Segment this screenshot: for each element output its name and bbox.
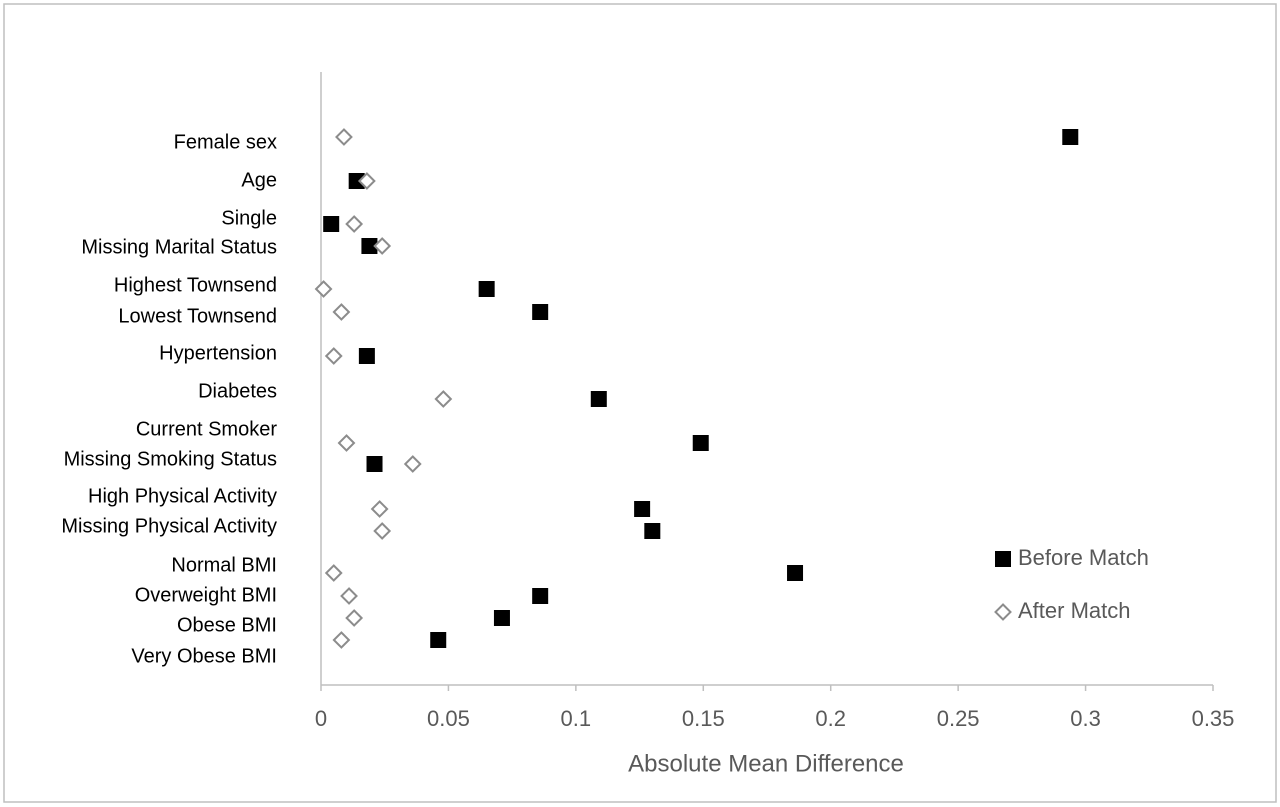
chart-border xyxy=(3,3,1277,803)
category-label: Missing Physical Activity xyxy=(61,515,277,537)
legend-marker xyxy=(995,551,1011,567)
x-tick-label: 0 xyxy=(315,706,327,731)
category-label: High Physical Activity xyxy=(88,485,277,507)
data-point xyxy=(434,390,453,408)
data-point xyxy=(324,564,343,582)
category-label: Very Obese BMI xyxy=(131,645,277,667)
category-label: Obese BMI xyxy=(177,614,277,636)
data-point xyxy=(358,348,375,364)
category-label: Female sex xyxy=(174,131,277,153)
data-point xyxy=(430,632,447,648)
category-label: Highest Townsend xyxy=(114,274,277,296)
data-point xyxy=(532,588,549,604)
data-point xyxy=(348,173,365,189)
data-point xyxy=(590,391,607,407)
data-point xyxy=(692,435,709,451)
category-label: Missing Smoking Status xyxy=(64,448,277,470)
data-point xyxy=(370,500,389,518)
category-label: Lowest Townsend xyxy=(118,305,277,327)
data-point xyxy=(634,501,651,517)
data-point xyxy=(361,238,378,254)
x-tick-label: 0.1 xyxy=(561,706,592,731)
data-point xyxy=(314,280,333,298)
x-tick-label: 0.3 xyxy=(1070,706,1101,731)
data-point xyxy=(403,455,422,473)
x-tick-label: 0.05 xyxy=(427,706,470,731)
x-tick-label: 0.25 xyxy=(937,706,980,731)
category-label: Diabetes xyxy=(198,380,277,402)
category-label: Hypertension xyxy=(159,342,277,364)
data-point xyxy=(787,565,804,581)
x-tick-label: 0.35 xyxy=(1192,706,1235,731)
data-point xyxy=(357,172,376,190)
data-point xyxy=(532,304,549,320)
data-point xyxy=(366,456,383,472)
data-point xyxy=(345,609,364,627)
data-point xyxy=(373,237,392,255)
data-point xyxy=(324,347,343,365)
x-tick-label: 0.15 xyxy=(682,706,725,731)
data-point xyxy=(323,216,340,232)
data-point xyxy=(345,215,364,233)
x-tick-label: 0.2 xyxy=(815,706,846,731)
category-label: Single xyxy=(221,207,277,229)
data-point xyxy=(493,610,510,626)
category-label: Overweight BMI xyxy=(135,584,277,606)
data-point xyxy=(332,303,351,321)
legend-label: Before Match xyxy=(1018,545,1149,570)
category-label: Normal BMI xyxy=(171,554,277,576)
data-point xyxy=(337,434,356,452)
data-point xyxy=(335,128,353,146)
data-point xyxy=(340,587,358,605)
category-label: Current Smoker xyxy=(136,418,277,440)
legend-label: After Match xyxy=(1018,598,1130,623)
data-point xyxy=(373,522,392,540)
category-label: Age xyxy=(241,169,277,191)
legend-marker xyxy=(994,603,1012,621)
data-point xyxy=(644,523,661,539)
data-point xyxy=(1062,129,1079,145)
category-label: Missing Marital Status xyxy=(81,236,277,258)
data-point xyxy=(478,281,495,297)
x-axis-title: Absolute Mean Difference xyxy=(628,750,904,777)
data-point xyxy=(332,631,351,649)
